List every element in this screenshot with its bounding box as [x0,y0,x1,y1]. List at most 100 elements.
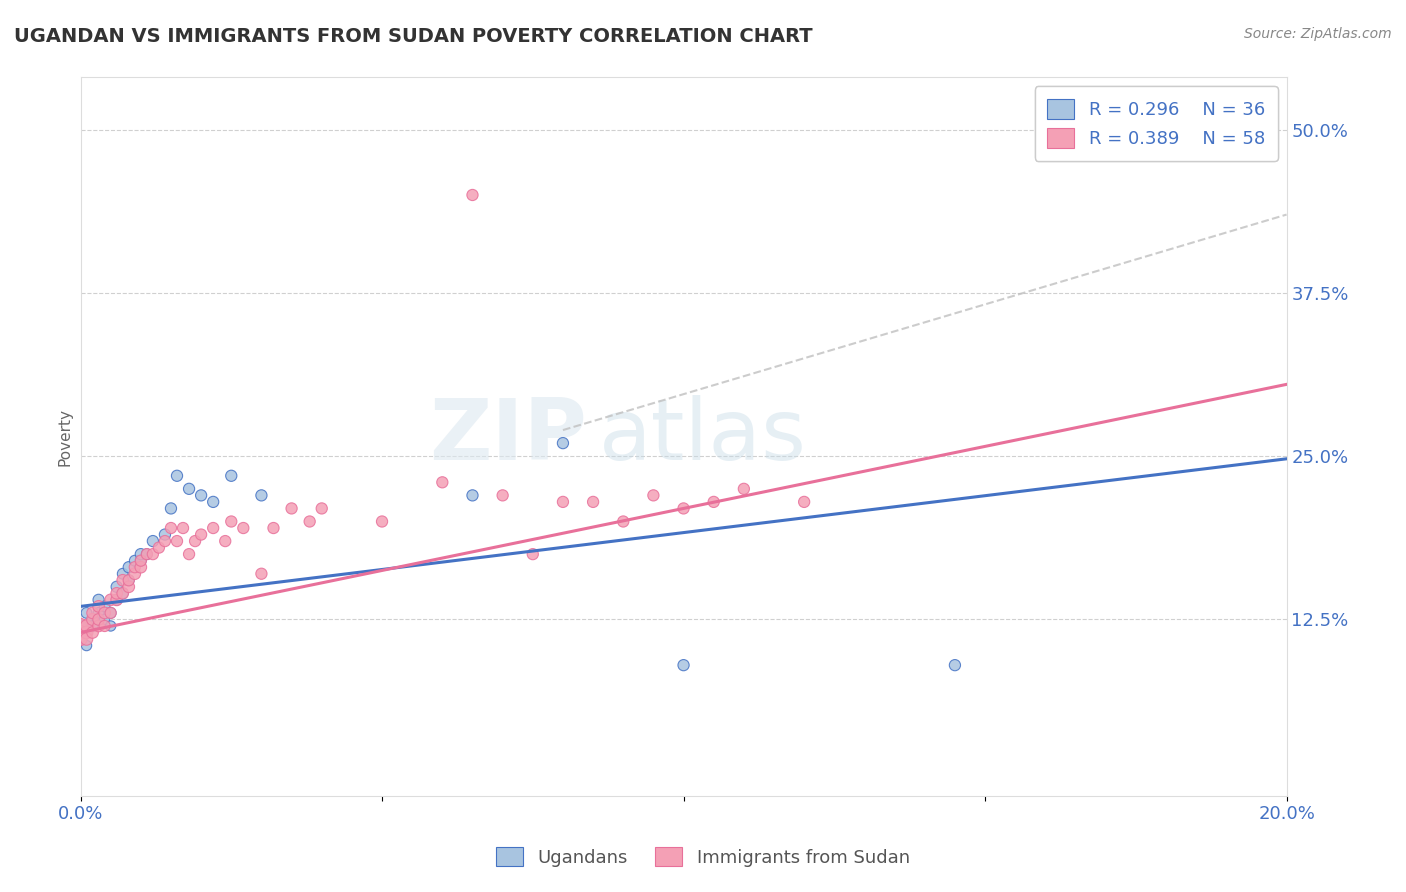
Point [76,632,98,646]
Point [703,495,725,509]
Point [793,495,815,509]
Point [551,495,574,509]
Point [148,541,170,555]
Point [82,612,104,626]
Point [118,574,141,588]
Point [311,501,333,516]
Point [76,606,98,620]
Point [166,468,188,483]
Point [135,547,157,561]
Point [153,527,176,541]
Point [105,586,128,600]
Point [177,482,200,496]
Point [76,625,98,640]
Legend: R = 0.296    N = 36, R = 0.389    N = 58: R = 0.296 N = 36, R = 0.389 N = 58 [1035,87,1278,161]
Point [118,560,141,574]
Point [105,580,128,594]
Point [87,619,110,633]
Point [93,606,115,620]
Text: Source: ZipAtlas.com: Source: ZipAtlas.com [1244,27,1392,41]
Point [461,188,484,202]
Point [219,515,242,529]
Point [124,554,146,568]
Point [118,580,141,594]
Point [87,612,110,626]
Point [82,625,104,640]
Point [129,554,152,568]
Point [250,488,273,502]
Point [105,592,128,607]
Point [250,566,273,581]
Point [733,482,755,496]
Point [142,547,165,561]
Point [263,521,285,535]
Point [100,592,122,607]
Point [82,619,104,633]
Point [82,606,104,620]
Point [371,515,394,529]
Point [612,515,634,529]
Point [93,612,115,626]
Point [202,495,225,509]
Point [129,554,152,568]
Point [214,534,236,549]
Point [172,521,194,535]
Legend: Ugandans, Immigrants from Sudan: Ugandans, Immigrants from Sudan [489,840,917,874]
Point [672,658,695,673]
Point [124,566,146,581]
Point [124,560,146,574]
Point [643,488,665,502]
Point [943,658,966,673]
Point [582,495,605,509]
Text: UGANDAN VS IMMIGRANTS FROM SUDAN POVERTY CORRELATION CHART: UGANDAN VS IMMIGRANTS FROM SUDAN POVERTY… [14,27,813,45]
Point [522,547,544,561]
Point [142,534,165,549]
Point [111,566,134,581]
Point [111,574,134,588]
Point [129,560,152,574]
Point [135,547,157,561]
Point [551,436,574,450]
Point [190,527,212,541]
Point [280,501,302,516]
Point [69,625,91,640]
Point [93,619,115,633]
Point [105,592,128,607]
Point [153,534,176,549]
Text: ZIP: ZIP [429,395,588,478]
Point [432,475,454,490]
Point [69,619,91,633]
Point [491,488,513,502]
Point [202,521,225,535]
Text: atlas: atlas [599,395,807,478]
Point [76,639,98,653]
Point [82,612,104,626]
Point [87,599,110,614]
Point [69,619,91,633]
Point [69,632,91,646]
Point [672,501,695,516]
Point [87,606,110,620]
Point [184,534,207,549]
Y-axis label: Poverty: Poverty [58,408,72,466]
Point [219,468,242,483]
Point [118,574,141,588]
Point [232,521,254,535]
Point [93,599,115,614]
Point [111,586,134,600]
Point [76,619,98,633]
Point [190,488,212,502]
Point [177,547,200,561]
Point [87,592,110,607]
Point [100,606,122,620]
Point [100,606,122,620]
Point [298,515,321,529]
Point [160,521,183,535]
Point [166,534,188,549]
Point [461,488,484,502]
Point [160,501,183,516]
Point [100,619,122,633]
Point [76,625,98,640]
Point [111,586,134,600]
Point [129,547,152,561]
